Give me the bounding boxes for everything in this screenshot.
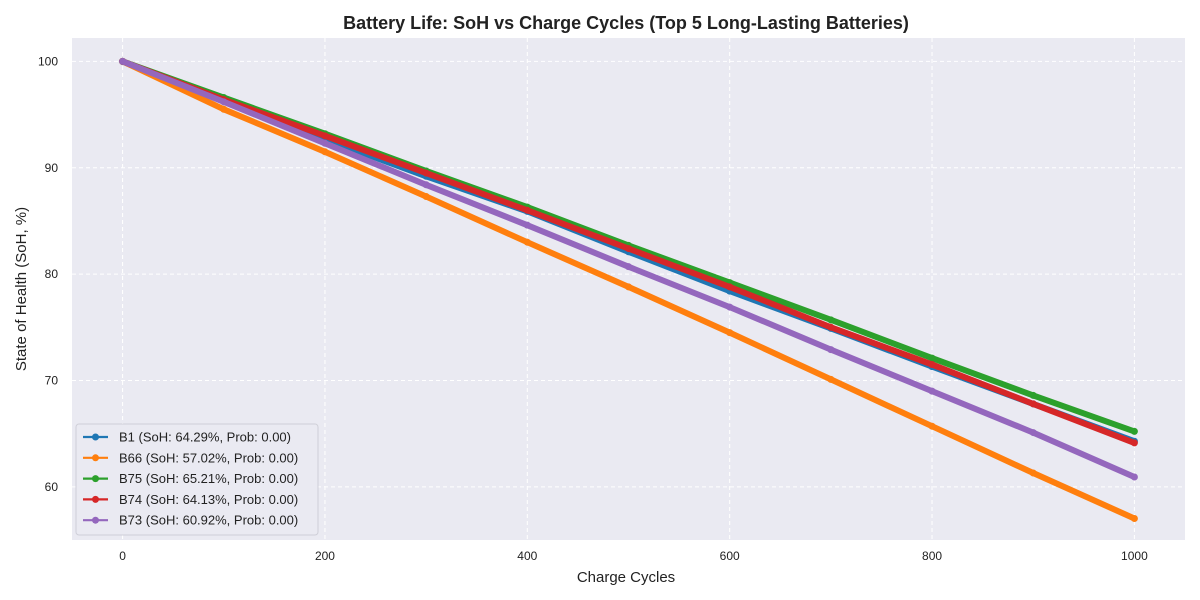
data-point: [625, 283, 632, 291]
data-point: [1029, 429, 1037, 437]
data-point: [321, 139, 329, 147]
x-tick-label: 1000: [1121, 549, 1148, 563]
legend-box: [75, 423, 319, 536]
data-point: [1130, 515, 1138, 523]
x-tick-label: 800: [922, 549, 942, 563]
data-point: [827, 375, 835, 383]
data-point: [523, 206, 531, 214]
data-point: [827, 346, 835, 354]
legend-label: B75 (SoH: 65.21%, Prob: 0.00): [119, 471, 298, 486]
data-point: [422, 181, 430, 189]
x-tick-label: 600: [720, 549, 740, 563]
data-point: [1130, 473, 1138, 481]
legend-swatch-marker: [92, 433, 99, 441]
data-point: [321, 148, 329, 156]
legend-label: B73 (SoH: 60.92%, Prob: 0.00): [119, 513, 298, 528]
legend-label: B1 (SoH: 64.29%, Prob: 0.00): [119, 430, 291, 445]
y-tick-label: 70: [45, 373, 59, 387]
data-point: [928, 361, 936, 369]
data-point: [726, 303, 734, 311]
y-tick-label: 100: [38, 54, 58, 68]
data-point: [523, 221, 531, 229]
y-tick-label: 60: [45, 480, 59, 494]
x-tick-label: 400: [517, 549, 537, 563]
data-point: [726, 283, 734, 291]
data-point: [1130, 427, 1138, 435]
data-point: [827, 316, 835, 324]
data-point: [119, 57, 127, 65]
y-tick-label: 90: [45, 161, 59, 175]
data-point: [1029, 391, 1037, 399]
data-point: [1029, 469, 1037, 477]
data-point: [321, 132, 329, 140]
data-point: [220, 98, 228, 106]
data-point: [1130, 439, 1138, 447]
chart-title: Battery Life: SoH vs Charge Cycles (Top …: [343, 13, 909, 33]
legend-swatch-marker: [92, 454, 99, 462]
x-axis-label: Charge Cycles: [577, 569, 675, 586]
y-tick-label: 80: [45, 267, 59, 281]
x-tick-label: 200: [315, 549, 335, 563]
legend-swatch-marker: [92, 495, 99, 503]
tick-labels: 0 200 400 600 800 1000 60 70 80 90 100: [38, 54, 1148, 563]
legend-swatch-marker: [92, 475, 99, 483]
y-axis-label: State of Health (SoH, %): [13, 207, 30, 371]
legend-swatch-marker: [92, 516, 99, 524]
data-point: [928, 387, 936, 395]
data-point: [422, 192, 430, 200]
legend: B1 (SoH: 64.29%, Prob: 0.00) B66 (SoH: 57…: [75, 423, 319, 536]
data-point: [220, 105, 228, 113]
legend-label: B66 (SoH: 57.02%, Prob: 0.00): [119, 450, 298, 465]
data-point: [726, 329, 734, 337]
series-layer: [119, 57, 1138, 523]
data-point: [827, 323, 835, 331]
data-point: [625, 263, 632, 271]
data-point: [625, 245, 632, 253]
series-4: [119, 57, 1138, 481]
data-point: [928, 422, 936, 430]
data-point: [422, 169, 430, 177]
data-point: [523, 238, 531, 246]
legend-label: B74 (SoH: 64.13%, Prob: 0.00): [119, 492, 298, 507]
data-point: [928, 354, 936, 362]
x-tick-label: 0: [119, 549, 126, 563]
data-point: [1029, 400, 1037, 408]
